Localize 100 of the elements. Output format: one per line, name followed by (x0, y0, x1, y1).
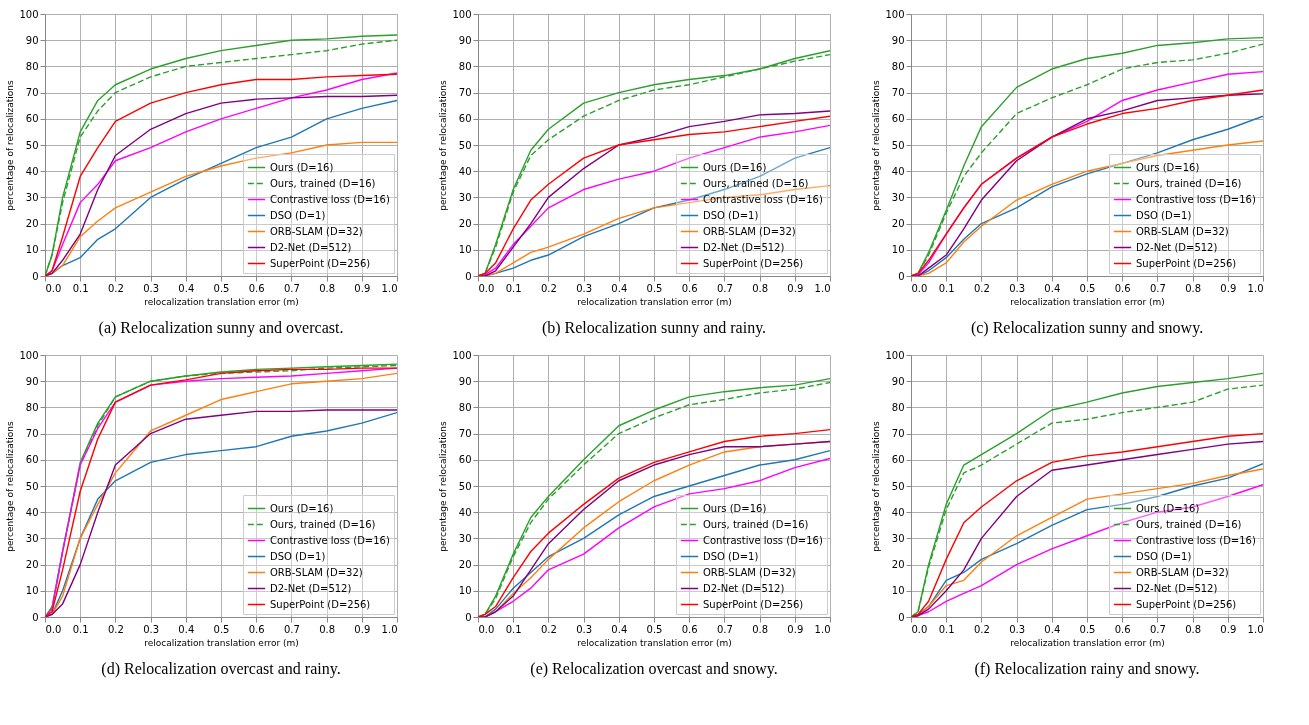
y-tick-label: 40 (891, 165, 905, 177)
y-tick-label: 20 (25, 218, 39, 230)
x-tick-label: 0.7 (283, 623, 300, 635)
y-tick-label: 10 (25, 244, 39, 256)
text: (c) Relocalization sunny and snowy. (970, 319, 1204, 337)
y-tick-label: 40 (891, 506, 905, 518)
y-tick-label: 70 (25, 428, 39, 440)
y-tick-label: 90 (891, 34, 905, 46)
y-tick-label: 20 (25, 559, 39, 571)
x-axis-title: relocalization translation error (m) (144, 637, 299, 648)
x-tick-label: 1.0 (814, 623, 831, 635)
y-axis-title: percentage of relocalizations (871, 80, 882, 211)
x-tick-label: 0.8 (752, 623, 769, 635)
y-tick-label: 20 (458, 559, 472, 571)
legend-label: DSO (D=1) (703, 209, 759, 221)
x-tick-label: 0.0 (45, 282, 62, 294)
x-tick-label: 0.9 (787, 623, 804, 635)
y-tick-label: 10 (458, 585, 472, 597)
x-tick-label: 0.2 (107, 623, 124, 635)
legend-label: Ours (D=16) (270, 161, 334, 173)
y-tick-label: 10 (891, 244, 905, 256)
y-axis-title: percentage of relocalizations (5, 421, 16, 552)
x-tick-label: 0.0 (45, 623, 62, 635)
y-tick-label: 100 (885, 8, 905, 20)
legend-label: Contrastive loss (D=16) (270, 193, 390, 205)
legend-label: DSO (D=1) (1136, 209, 1192, 221)
y-tick-label: 90 (25, 34, 39, 46)
y-tick-label: 70 (891, 87, 905, 99)
y-tick-label: 90 (891, 375, 905, 387)
y-tick-label: 40 (25, 165, 39, 177)
x-tick-label: 0.7 (716, 282, 733, 294)
y-axis-title: percentage of relocalizations (5, 80, 16, 211)
y-tick-label: 30 (458, 532, 472, 544)
x-tick-label: 0.7 (1149, 282, 1166, 294)
x-tick-label: 0.5 (1079, 623, 1096, 635)
x-tick-label: 0.0 (478, 623, 495, 635)
y-tick-label: 0 (898, 611, 905, 623)
x-tick-label: 0.6 (1114, 282, 1131, 294)
x-tick-label: 0.5 (1079, 282, 1096, 294)
text: (f) Relocalization rainy and snowy. (974, 660, 1200, 678)
x-axis-title: relocalization translation error (m) (1010, 296, 1165, 307)
legend-label: Contrastive loss (D=16) (1136, 193, 1256, 205)
y-tick-label: 0 (465, 611, 472, 623)
x-tick-label: 0.9 (1220, 282, 1237, 294)
legend-label: SuperPoint (D=256) (1136, 598, 1237, 610)
text: (e) Relocalization overcast and snowy. (530, 660, 778, 678)
x-tick-label: 0.1 (505, 282, 522, 294)
x-tick-label: 0.8 (319, 282, 336, 294)
y-axis-title: percentage of relocalizations (871, 421, 882, 552)
y-tick-label: 40 (458, 506, 472, 518)
text: (b) Relocalization sunny and rainy. (541, 319, 767, 337)
legend-label: Ours, trained (D=16) (270, 518, 376, 530)
legend-label: ORB-SLAM (D=32) (270, 225, 363, 237)
y-tick-label: 0 (32, 270, 39, 282)
legend-label: SuperPoint (D=256) (703, 257, 804, 269)
y-tick-label: 100 (452, 8, 472, 20)
y-tick-label: 30 (25, 532, 39, 544)
legend-label: Ours, trained (D=16) (1136, 177, 1242, 189)
legend-label: DSO (D=1) (1136, 550, 1192, 562)
y-tick-label: 70 (458, 428, 472, 440)
y-tick-label: 90 (458, 34, 472, 46)
x-tick-label: 0.6 (681, 623, 698, 635)
x-tick-label: 0.8 (1185, 282, 1202, 294)
x-tick-label: 0.7 (1149, 623, 1166, 635)
y-tick-label: 80 (25, 60, 39, 72)
y-tick-label: 50 (25, 480, 39, 492)
legend-label: ORB-SLAM (D=32) (1136, 566, 1229, 578)
y-tick-label: 0 (32, 611, 39, 623)
x-tick-label: 0.0 (478, 282, 495, 294)
legend-label: ORB-SLAM (D=32) (703, 566, 796, 578)
x-tick-label: 0.5 (646, 623, 663, 635)
legend-label: Ours (D=16) (703, 161, 767, 173)
y-tick-label: 90 (458, 375, 472, 387)
y-tick-label: 60 (25, 113, 39, 125)
x-tick-label: 1.0 (814, 282, 831, 294)
x-tick-label: 0.6 (248, 282, 265, 294)
y-tick-label: 30 (25, 191, 39, 203)
y-tick-label: 100 (19, 8, 39, 20)
y-tick-label: 80 (891, 60, 905, 72)
legend-label: ORB-SLAM (D=32) (703, 225, 796, 237)
x-tick-label: 0.2 (107, 282, 124, 294)
legend-label: DSO (D=1) (703, 550, 759, 562)
y-axis-title: percentage of relocalizations (438, 421, 449, 552)
legend-label: Ours, trained (D=16) (703, 518, 809, 530)
x-tick-label: 0.9 (1220, 623, 1237, 635)
x-tick-label: 0.3 (1009, 282, 1026, 294)
x-tick-label: 0.4 (611, 623, 628, 635)
legend-label: SuperPoint (D=256) (703, 598, 804, 610)
legend-label: D2-Net (D=512) (270, 582, 352, 594)
x-tick-label: 0.5 (213, 623, 230, 635)
x-tick-label: 0.1 (72, 623, 89, 635)
legend-label: D2-Net (D=512) (703, 241, 785, 253)
x-tick-label: 1.0 (381, 282, 398, 294)
y-tick-label: 100 (19, 349, 39, 361)
x-axis-title: relocalization translation error (m) (1010, 637, 1165, 648)
x-tick-label: 0.3 (576, 282, 593, 294)
x-tick-label: 0.2 (973, 282, 990, 294)
x-tick-label: 0.9 (354, 282, 371, 294)
y-tick-label: 50 (25, 139, 39, 151)
x-tick-label: 0.2 (540, 282, 557, 294)
